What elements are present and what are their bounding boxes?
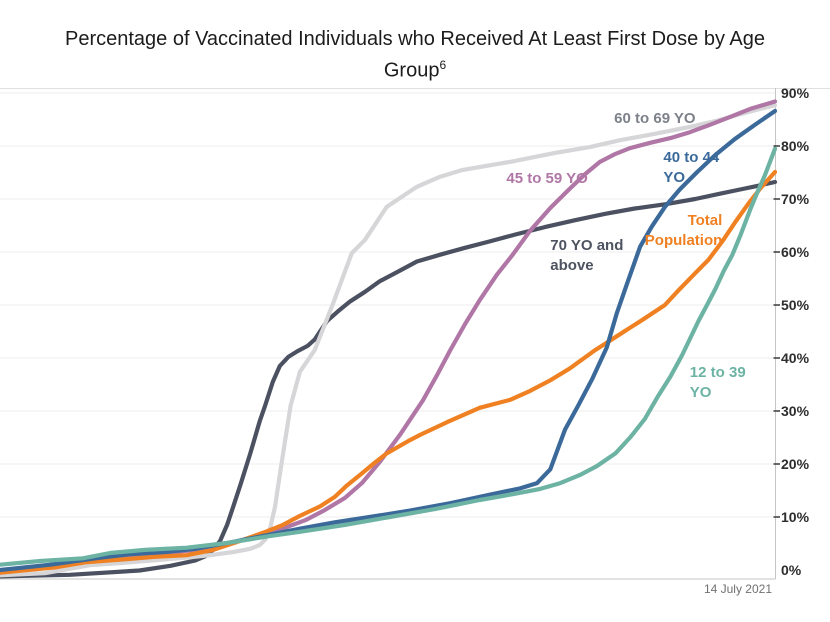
series-line-total-population: [0, 169, 778, 575]
series-label-70-and-above: 70 YO and above: [550, 237, 623, 274]
series-label-70-and-above-line1: 70 YO and: [550, 237, 623, 254]
series-line-40-to-44: [0, 108, 778, 573]
series-label-12-to-39: 12 to 39 YO: [690, 364, 746, 401]
chart-title-line2: Group: [383, 59, 440, 82]
y-tick-label-50: 50%: [781, 297, 810, 313]
series-label-45-to-59-line1: 45 to 59 YO: [506, 170, 588, 187]
y-tick-label-80: 80%: [781, 138, 810, 154]
title-footnote-marker: 6: [439, 58, 447, 72]
series-label-12-to-39-line2: YO: [690, 384, 712, 401]
line-chart-plot-area: 0% 10% 20% 30% 40% 50% 60% 70% 80% 90% 70 YO and ab…: [0, 88, 830, 596]
series-line-12-to-39: [0, 146, 778, 567]
series-label-40-to-44: 40 to 44 YO: [663, 149, 720, 186]
y-tick-label-30: 30%: [781, 403, 810, 419]
y-tick-label-10: 10%: [781, 509, 810, 525]
series-label-total-population-line1: Total: [688, 212, 723, 229]
series-label-total-population-line2: Population: [645, 232, 723, 249]
chart-title-line1: Percentage of Vaccinated Individuals who…: [64, 28, 766, 50]
y-tick-label-40: 40%: [781, 350, 810, 366]
series-label-40-to-44-line2: YO: [663, 169, 685, 186]
series-line-45-to-59: [0, 99, 778, 575]
y-tick-label-0: 0%: [781, 562, 802, 578]
series-label-70-and-above-line2: above: [550, 257, 593, 274]
y-tick-label-60: 60%: [781, 244, 810, 260]
series-line-60-to-69: [0, 103, 778, 578]
series-label-60-to-69: 60 to 69 YO: [614, 110, 696, 127]
chart-title: Percentage of Vaccinated Individuals who…: [0, 0, 830, 88]
series-label-12-to-39-line1: 12 to 39: [690, 364, 746, 381]
y-tick-label-20: 20%: [781, 456, 810, 472]
series-label-40-to-44-line1: 40 to 44: [663, 149, 720, 166]
y-tick-label-70: 70%: [781, 191, 810, 207]
series-label-total-population: Total Population: [645, 212, 723, 249]
x-axis-date-label: 14 July 2021: [704, 582, 772, 596]
y-tick-label-90: 90%: [781, 88, 810, 101]
series-label-45-to-59: 45 to 59 YO: [506, 170, 588, 187]
series-label-60-to-69-line1: 60 to 69 YO: [614, 110, 696, 127]
